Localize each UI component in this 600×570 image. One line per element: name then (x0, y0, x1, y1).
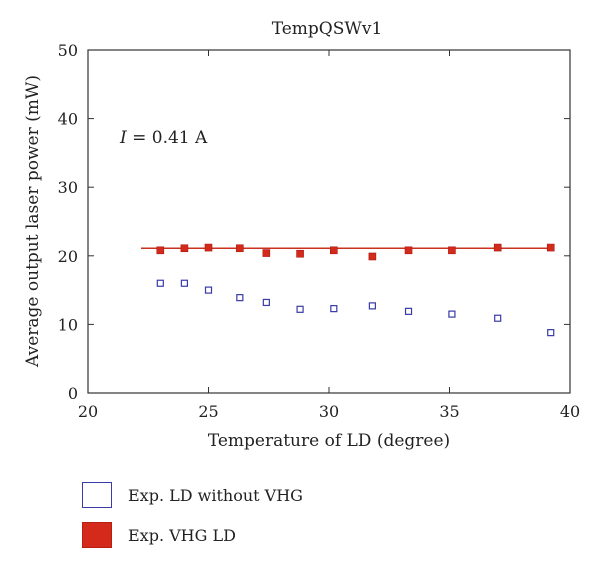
x-tick-label: 35 (439, 402, 459, 421)
legend-label-without-vhg: Exp. LD without VHG (128, 485, 303, 505)
point-vhg (156, 246, 165, 255)
y-axis-label: Average output laser power (mW) (23, 75, 43, 368)
legend: Exp. LD without VHG Exp. VHG LD (82, 480, 303, 560)
point-without-vhg (368, 302, 376, 310)
open-square-marker-icon (82, 482, 112, 508)
annotation-variable: I (119, 128, 127, 148)
point-vhg (330, 246, 338, 255)
annotation-value: = 0.41 A (127, 128, 208, 148)
plot-area-frame (87, 49, 571, 394)
point-without-vhg (156, 279, 164, 287)
y-tick-label: 30 (58, 178, 78, 197)
legend-label-vhg: Exp. VHG LD (128, 525, 236, 545)
point-vhg (204, 243, 213, 252)
y-tick-label: 20 (58, 247, 78, 266)
point-vhg (546, 243, 555, 252)
legend-item-without-vhg: Exp. LD without VHG (82, 480, 303, 510)
y-tick-label: 0 (68, 384, 78, 403)
point-without-vhg (204, 286, 213, 294)
x-tick-label: 30 (319, 402, 339, 421)
x-axis-label: Temperature of LD (degree) (208, 431, 450, 451)
x-tick-label: 40 (560, 402, 580, 421)
point-without-vhg (448, 310, 456, 318)
point-vhg (368, 252, 377, 261)
y-tick-label: 10 (58, 315, 78, 334)
point-without-vhg (494, 314, 502, 322)
point-vhg (493, 243, 502, 252)
point-without-vhg (404, 307, 413, 315)
chart-title: TempQSWv1 (272, 19, 383, 39)
filled-square-marker-icon (82, 522, 112, 548)
point-without-vhg (330, 305, 338, 313)
x-tick-label: 25 (198, 402, 218, 421)
data-points (156, 243, 555, 337)
legend-item-vhg: Exp. VHG LD (82, 520, 303, 550)
point-without-vhg (296, 305, 304, 313)
y-tick-label: 40 (58, 110, 78, 129)
point-without-vhg (180, 279, 188, 287)
annotation-current: I = 0.41 A (119, 128, 208, 148)
point-vhg (404, 246, 413, 255)
point-without-vhg (547, 329, 555, 337)
y-tick-label: 50 (58, 41, 78, 60)
x-tick-label: 20 (78, 402, 98, 421)
point-vhg (180, 244, 189, 253)
point-without-vhg (262, 298, 270, 307)
point-vhg (296, 249, 304, 258)
point-without-vhg (236, 294, 244, 302)
point-vhg (262, 249, 271, 257)
point-vhg (448, 246, 456, 255)
point-vhg (236, 244, 244, 253)
axis-ticks: 20 25 30 35 40 0 10 20 30 40 50 (58, 41, 581, 421)
